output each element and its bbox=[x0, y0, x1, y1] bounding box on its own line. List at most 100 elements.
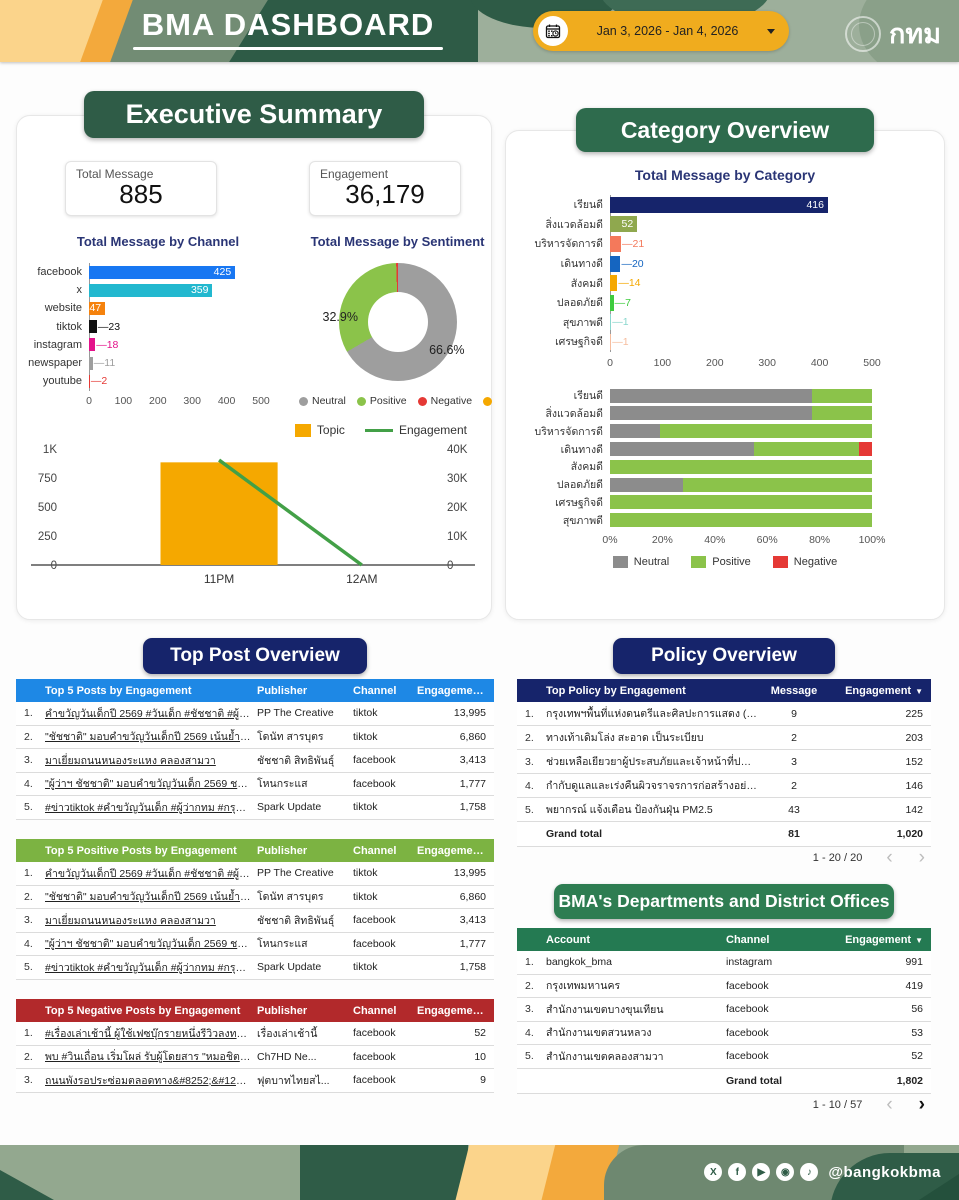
segment-positive[interactable] bbox=[754, 442, 859, 457]
segment-neutral[interactable] bbox=[610, 406, 812, 421]
pagination-arrows: ‹ › bbox=[886, 1093, 925, 1115]
sentiment-donut[interactable] bbox=[338, 263, 457, 381]
segment-positive[interactable] bbox=[683, 477, 872, 492]
post-link[interactable]: "ชัชชาติ" มอบคำขวัญวันเด็กปี 2569 เน้นย้… bbox=[45, 731, 254, 744]
post-link[interactable]: #เรื่องเล่าเช้านี้ ผู้ใช้เฟซบุ๊กรายหนึ่ง… bbox=[45, 1027, 254, 1040]
post-link[interactable]: "ชัชชาติ" มอบคำขวัญวันเด็กปี 2569 เน้นย้… bbox=[45, 891, 254, 904]
svg-text:30K: 30K bbox=[447, 473, 468, 485]
bar-value: 359 bbox=[190, 284, 209, 297]
legend-dot bbox=[417, 396, 427, 406]
sort-header[interactable]: Engagement▼ bbox=[845, 684, 923, 697]
sort-header[interactable]: Engagement▼ bbox=[414, 845, 494, 857]
post-link[interactable]: #ข่าวtiktok #คำขวัญวันเด็ก #ผู้ว่ากทม #ก… bbox=[45, 961, 254, 974]
prev-page-icon[interactable]: ‹ bbox=[886, 1093, 893, 1115]
post-link[interactable]: มาเยี่ยมถนนหนองระแหง คลองสามวา bbox=[45, 754, 216, 767]
bar-track bbox=[610, 477, 872, 492]
channel-bar[interactable] bbox=[89, 374, 90, 388]
bar-label: บริหารจัดการดี bbox=[534, 425, 603, 438]
channel-bar[interactable]: 425 bbox=[89, 265, 236, 279]
youtube-icon[interactable]: ▶ bbox=[752, 1163, 771, 1181]
channel-bar[interactable]: 359 bbox=[89, 283, 213, 297]
topic-bar[interactable] bbox=[160, 462, 278, 566]
cell: 10 bbox=[474, 1050, 486, 1063]
app-title: BMA DASHBOARD bbox=[141, 7, 435, 42]
cell: โหนกระแส bbox=[257, 938, 308, 951]
category-bar[interactable] bbox=[610, 235, 621, 252]
instagram-icon[interactable]: ◉ bbox=[776, 1163, 795, 1181]
post-link[interactable]: "ผู้ว่าฯ ชัชชาติ" มอบคำขวัญวันเด็ก 2569 … bbox=[45, 778, 254, 791]
bar-track: —14 bbox=[610, 275, 872, 292]
segment-positive[interactable] bbox=[811, 388, 872, 403]
channel-bar[interactable]: 47 bbox=[89, 301, 106, 315]
tiktok-icon[interactable]: ♪ bbox=[800, 1163, 819, 1181]
segment-positive[interactable] bbox=[610, 495, 872, 510]
row-index: 4. bbox=[24, 937, 33, 950]
segment-positive[interactable] bbox=[610, 513, 872, 528]
row-index: 3. bbox=[24, 914, 33, 927]
table-row: 4. "ผู้ว่าฯ ชัชชาติ" มอบคำขวัญวันเด็ก 256… bbox=[16, 932, 494, 956]
bar-track: —7 bbox=[610, 294, 872, 311]
axis-tick: 100% bbox=[858, 534, 886, 547]
segment-negative[interactable] bbox=[858, 442, 872, 457]
bar-track: 425 bbox=[89, 265, 261, 279]
date-range-picker[interactable]: Jan 3, 2026 - Jan 4, 2026 bbox=[533, 11, 789, 51]
axis-tick: 400 bbox=[217, 395, 236, 408]
post-link[interactable]: "ผู้ว่าฯ ชัชชาติ" มอบคำขวัญวันเด็ก 2569 … bbox=[45, 938, 254, 951]
svg-text:11PM: 11PM bbox=[204, 572, 234, 586]
table-row: 1. #เรื่องเล่าเช้านี้ ผู้ใช้เฟซบุ๊กรายหนึ… bbox=[16, 1022, 494, 1046]
category-bar[interactable]: 52 bbox=[610, 216, 638, 233]
segment-positive[interactable] bbox=[811, 406, 872, 421]
row-index: 1. bbox=[525, 956, 534, 969]
sort-header[interactable]: Engagement▼ bbox=[845, 933, 923, 946]
post-link[interactable]: คำขวัญวันเด็กปี 2569 #วันเด็ก #ชัชชาติ #… bbox=[45, 867, 254, 880]
cell: สำนักงานเขตบางขุนเทียน bbox=[546, 1003, 664, 1016]
post-link[interactable]: คำขวัญวันเด็กปี 2569 #วันเด็ก #ชัชชาติ #… bbox=[45, 707, 254, 720]
bar-track bbox=[610, 424, 872, 439]
bar-label: สิ่งแวดล้อมดี bbox=[545, 407, 604, 420]
channel-bar[interactable] bbox=[89, 356, 93, 370]
cell: 419 bbox=[905, 979, 923, 992]
segment-neutral[interactable] bbox=[610, 424, 660, 439]
category-overview-title: Category Overview bbox=[576, 108, 874, 152]
facebook-icon[interactable]: f bbox=[728, 1163, 747, 1181]
post-link[interactable]: ถนนพังรอประซ่อมตลอดทาง&#8252;&#128548; bbox=[45, 1074, 254, 1087]
segment-neutral[interactable] bbox=[610, 477, 684, 492]
segment-neutral[interactable] bbox=[610, 388, 812, 403]
stacked-row: เรียนดี bbox=[522, 387, 928, 405]
executive-summary-title: Executive Summary bbox=[84, 91, 424, 138]
post-link[interactable]: #ข่าวtiktok #คำขวัญวันเด็ก #ผู้ว่ากทม #ก… bbox=[45, 801, 254, 814]
legend-item: Neutral bbox=[612, 556, 669, 569]
segment-positive[interactable] bbox=[659, 424, 872, 439]
segment-positive[interactable] bbox=[610, 459, 872, 474]
category-bar[interactable] bbox=[610, 314, 612, 331]
bar-value: —21 bbox=[622, 237, 645, 250]
bar-track: 52 bbox=[610, 216, 872, 233]
table-row: 2. "ชัชชาติ" มอบคำขวัญวันเด็กปี 2569 เน้น… bbox=[16, 725, 494, 749]
legend-item: Neutral bbox=[299, 395, 346, 407]
prev-page-icon[interactable]: ‹ bbox=[886, 847, 893, 868]
category-bar[interactable] bbox=[610, 275, 618, 292]
next-page-icon[interactable]: › bbox=[918, 847, 925, 868]
next-page-icon[interactable]: › bbox=[918, 1093, 925, 1115]
bar-track bbox=[610, 406, 872, 421]
category-bar[interactable]: 416 bbox=[610, 196, 828, 213]
row-index: 3. bbox=[24, 754, 33, 767]
sort-header[interactable]: Engagement▼ bbox=[414, 1005, 494, 1017]
post-link[interactable]: พบ #วินเถื่อน เริ่มโผล่ รับผู้โดยสาร "หม… bbox=[45, 1051, 254, 1064]
column-header: Top 5 Negative Posts by Engagement bbox=[45, 1004, 241, 1017]
bar-label: tiktok bbox=[56, 320, 82, 333]
sort-header[interactable]: Engageme... ▼ bbox=[417, 684, 494, 697]
bar-label: สุขภาพดี bbox=[562, 514, 603, 527]
category-bar[interactable] bbox=[610, 255, 621, 272]
category-bar[interactable] bbox=[610, 333, 612, 350]
channel-bar[interactable] bbox=[89, 320, 97, 334]
row-index: 2. bbox=[24, 730, 33, 743]
segment-neutral[interactable] bbox=[610, 442, 755, 457]
post-link[interactable]: มาเยี่ยมถนนหนองระแหง คลองสามวา bbox=[45, 914, 216, 927]
x-icon[interactable]: X bbox=[704, 1163, 723, 1181]
channel-bar[interactable] bbox=[89, 338, 96, 352]
engagement-line[interactable] bbox=[218, 458, 363, 567]
category-bar[interactable] bbox=[610, 294, 614, 311]
column-header: Account bbox=[546, 933, 590, 946]
